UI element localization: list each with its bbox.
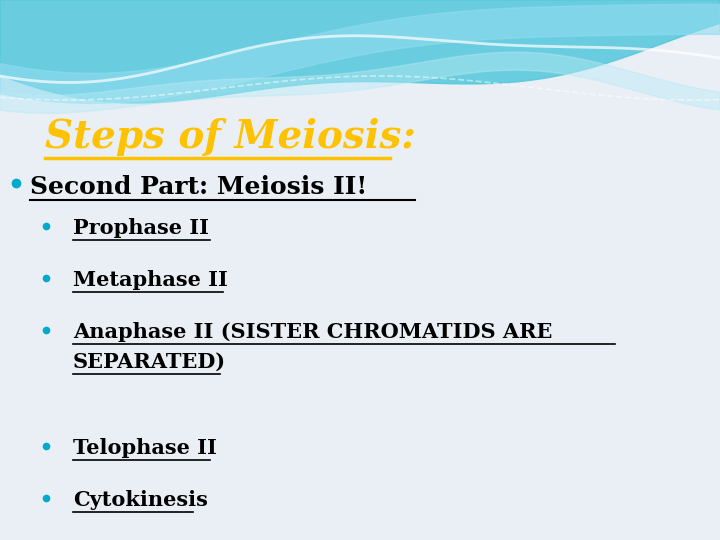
Text: Cytokinesis: Cytokinesis xyxy=(73,490,208,510)
Text: Anaphase II (SISTER CHROMATIDS ARE: Anaphase II (SISTER CHROMATIDS ARE xyxy=(73,322,552,342)
Text: Prophase II: Prophase II xyxy=(73,218,209,238)
Text: Steps of Meiosis:: Steps of Meiosis: xyxy=(45,118,415,156)
Text: SEPARATED): SEPARATED) xyxy=(73,352,226,372)
Text: Metaphase II: Metaphase II xyxy=(73,270,228,290)
Text: Telophase II: Telophase II xyxy=(73,438,217,458)
Text: Second Part: Meiosis II!: Second Part: Meiosis II! xyxy=(30,175,367,199)
